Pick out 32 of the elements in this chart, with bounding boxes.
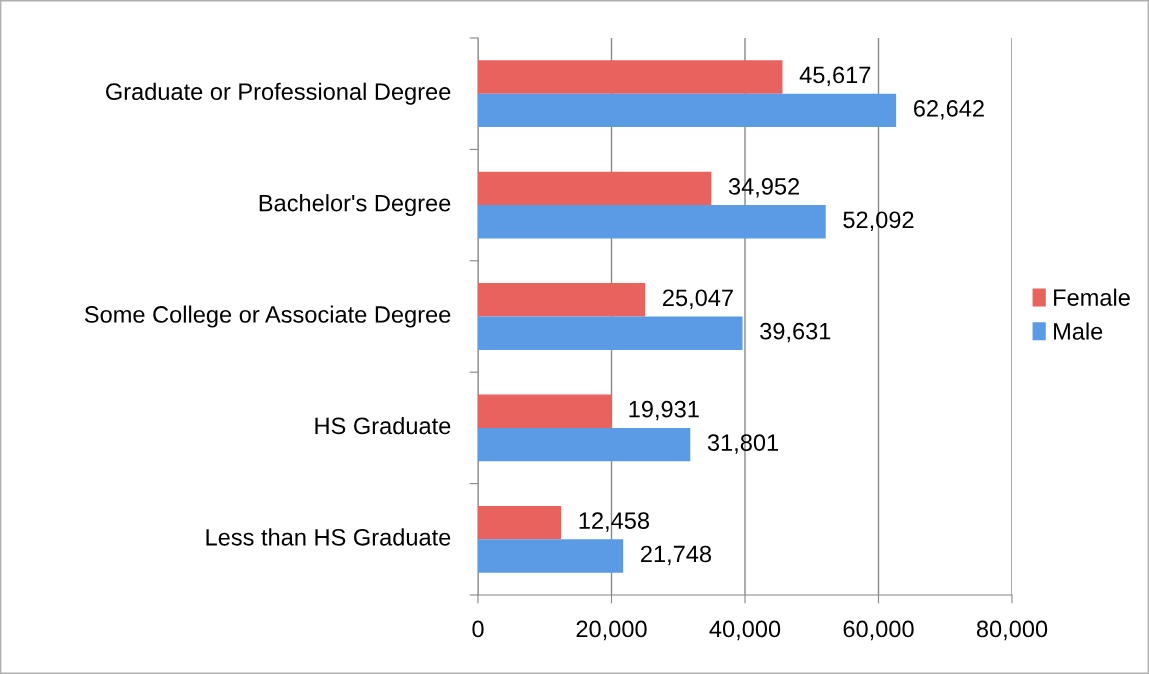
y-tick-label: Some College or Associate Degree xyxy=(84,305,451,328)
bar xyxy=(478,427,691,462)
data-label: 45,617 xyxy=(799,66,871,87)
bar xyxy=(478,93,897,128)
data-label: 31,801 xyxy=(707,434,778,454)
bar xyxy=(478,171,712,206)
bar xyxy=(478,505,562,540)
legend-label: Female xyxy=(1054,288,1130,306)
x-tick-label: 80,000 xyxy=(976,620,1048,641)
bar xyxy=(478,394,612,428)
bar xyxy=(478,316,743,350)
data-label: 52,092 xyxy=(843,211,914,231)
data-label: 19,931 xyxy=(629,400,699,421)
bar xyxy=(478,205,826,239)
data-label: 39,631 xyxy=(760,322,831,343)
x-tick-label: 0 xyxy=(472,620,484,638)
y-tick-label: Less than HS Graduate xyxy=(206,528,451,546)
bar xyxy=(478,283,646,317)
bar xyxy=(478,539,624,573)
y-tick-label: Graduate or Professional Degree xyxy=(106,82,451,105)
data-label: 34,952 xyxy=(728,178,799,198)
x-tick-label: 40,000 xyxy=(709,620,781,641)
x-tick-label: 20,000 xyxy=(576,620,647,641)
legend-label: Male xyxy=(1054,322,1103,340)
bar xyxy=(478,60,783,94)
x-tick-label: 60,000 xyxy=(843,620,914,641)
y-tick-label: Bachelor's Degree xyxy=(259,194,451,217)
data-label: 25,047 xyxy=(663,289,733,309)
data-label: 62,642 xyxy=(914,100,984,120)
data-label: 12,458 xyxy=(579,512,650,532)
data-label: 21,748 xyxy=(641,545,712,566)
y-tick-label: HS Graduate xyxy=(315,416,451,435)
